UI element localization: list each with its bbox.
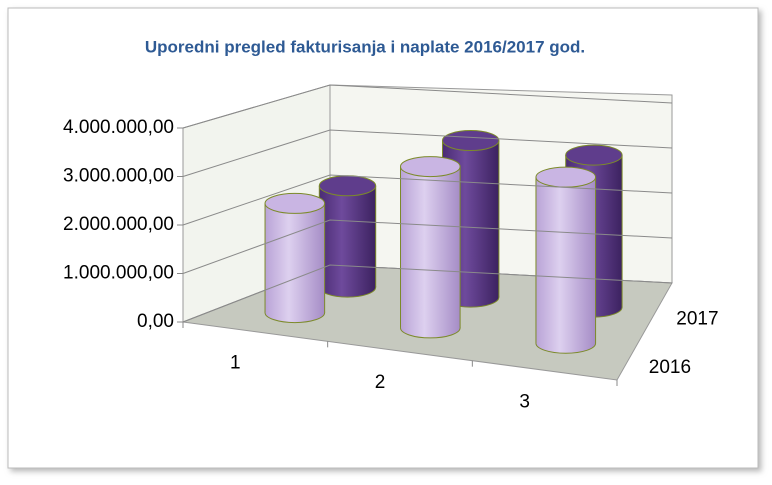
y-tick-label: 1.000.000,00 bbox=[63, 263, 174, 284]
grid-line bbox=[182, 219, 673, 274]
y-tick-label: 2.000.000,00 bbox=[63, 214, 174, 235]
y-tick-label: 3.000.000,00 bbox=[63, 166, 174, 187]
cylinder-body bbox=[400, 166, 461, 328]
cylinder-body bbox=[535, 177, 596, 344]
grid-line bbox=[182, 84, 673, 129]
cylinder-top bbox=[318, 175, 377, 197]
cylinder-body bbox=[319, 185, 376, 288]
grid-line bbox=[182, 264, 673, 323]
cylinder-body bbox=[265, 203, 325, 313]
grid-line bbox=[182, 129, 673, 177]
series-label: 2017 bbox=[676, 308, 718, 329]
x-tick-label: 1 bbox=[230, 353, 241, 374]
y-tick-label: 4.000.000,00 bbox=[63, 117, 174, 138]
y-tick-label: 0,00 bbox=[137, 311, 174, 332]
cylinder-top bbox=[565, 144, 623, 166]
series-label: 2016 bbox=[649, 357, 691, 378]
cylinder-top bbox=[442, 130, 500, 152]
cylinder-top bbox=[400, 156, 461, 178]
cylinder-top bbox=[264, 192, 326, 214]
grid-line bbox=[182, 174, 673, 226]
x-tick-label: 3 bbox=[519, 391, 530, 412]
chart-title: Uporedni pregled fakturisanja i naplate … bbox=[145, 37, 585, 56]
x-tick-label: 2 bbox=[375, 372, 386, 393]
cylinder-top bbox=[535, 166, 597, 188]
